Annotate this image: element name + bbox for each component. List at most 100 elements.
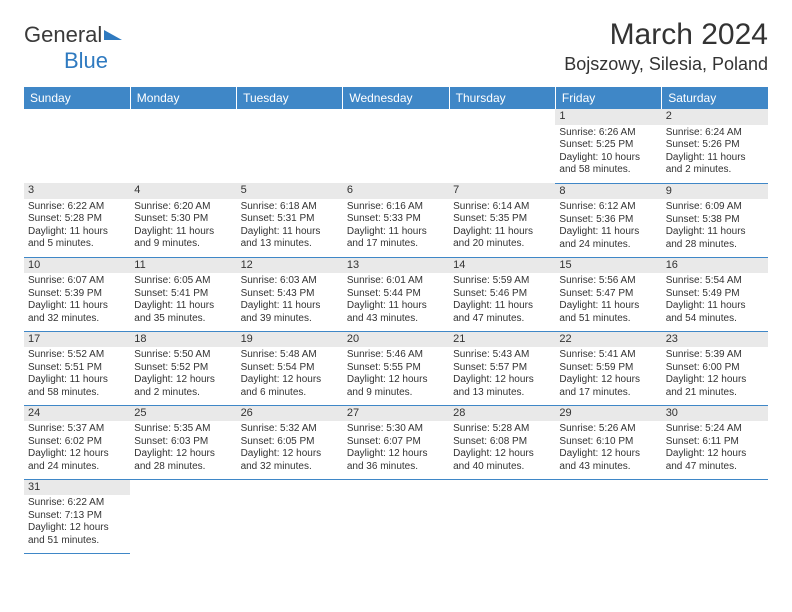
daylight-text: and 24 minutes. [28,461,126,474]
daylight-text: Daylight: 12 hours [666,448,764,461]
daylight-text: and 24 minutes. [559,239,657,252]
weekday-header: Saturday [662,87,768,109]
daylight-text: and 47 minutes. [453,313,551,326]
brand-name-1: General [24,22,102,47]
calendar-day-cell: 25Sunrise: 5:35 AMSunset: 6:03 PMDayligh… [130,405,236,479]
calendar-week-row: 17Sunrise: 5:52 AMSunset: 5:51 PMDayligh… [24,331,768,405]
day-number: 1 [555,109,661,125]
daylight-text: Daylight: 11 hours [453,226,551,239]
day-number: 16 [662,258,768,274]
sunrise-text: Sunrise: 5:59 AM [453,275,551,288]
calendar-day-cell: 30Sunrise: 5:24 AMSunset: 6:11 PMDayligh… [662,405,768,479]
sunset-text: Sunset: 5:41 PM [134,288,232,301]
day-number: 26 [237,406,343,422]
calendar-empty-cell [24,109,130,183]
daylight-text: Daylight: 11 hours [134,226,232,239]
calendar-empty-cell [237,109,343,183]
sunset-text: Sunset: 6:07 PM [347,436,445,449]
calendar-day-cell: 3Sunrise: 6:22 AMSunset: 5:28 PMDaylight… [24,183,130,257]
daylight-text: Daylight: 11 hours [347,226,445,239]
daylight-text: and 17 minutes. [559,387,657,400]
daylight-text: and 9 minutes. [347,387,445,400]
day-number: 2 [662,109,768,125]
sunrise-text: Sunrise: 6:03 AM [241,275,339,288]
month-title: March 2024 [564,18,768,52]
location-title: Bojszowy, Silesia, Poland [564,54,768,75]
sunrise-text: Sunrise: 5:28 AM [453,423,551,436]
daylight-text: Daylight: 12 hours [666,374,764,387]
calendar-day-cell: 21Sunrise: 5:43 AMSunset: 5:57 PMDayligh… [449,331,555,405]
sunset-text: Sunset: 5:35 PM [453,213,551,226]
daylight-text: and 40 minutes. [453,461,551,474]
brand-logo: General Blue [24,22,122,74]
daylight-text: and 5 minutes. [28,238,126,251]
sunrise-text: Sunrise: 6:20 AM [134,201,232,214]
sunset-text: Sunset: 5:39 PM [28,288,126,301]
daylight-text: Daylight: 11 hours [666,152,764,165]
calendar-day-cell: 14Sunrise: 5:59 AMSunset: 5:46 PMDayligh… [449,257,555,331]
day-number: 21 [449,332,555,348]
sunrise-text: Sunrise: 5:39 AM [666,349,764,362]
sunrise-text: Sunrise: 5:37 AM [28,423,126,436]
day-number: 30 [662,406,768,422]
sunset-text: Sunset: 5:44 PM [347,288,445,301]
daylight-text: and 32 minutes. [28,313,126,326]
day-number: 4 [130,183,236,199]
daylight-text: and 43 minutes. [559,461,657,474]
day-number: 11 [130,258,236,274]
sunset-text: Sunset: 5:43 PM [241,288,339,301]
sunrise-text: Sunrise: 6:12 AM [559,201,657,214]
daylight-text: Daylight: 11 hours [453,300,551,313]
day-number: 24 [24,406,130,422]
sunrise-text: Sunrise: 5:32 AM [241,423,339,436]
calendar-week-row: 10Sunrise: 6:07 AMSunset: 5:39 PMDayligh… [24,257,768,331]
daylight-text: Daylight: 12 hours [241,374,339,387]
sunrise-text: Sunrise: 6:24 AM [666,127,764,140]
daylight-text: and 39 minutes. [241,313,339,326]
calendar-day-cell: 29Sunrise: 5:26 AMSunset: 6:10 PMDayligh… [555,405,661,479]
sunset-text: Sunset: 6:02 PM [28,436,126,449]
sunrise-text: Sunrise: 5:43 AM [453,349,551,362]
daylight-text: Daylight: 12 hours [28,522,126,535]
daylight-text: and 28 minutes. [666,239,764,252]
sunrise-text: Sunrise: 5:30 AM [347,423,445,436]
calendar-day-cell: 6Sunrise: 6:16 AMSunset: 5:33 PMDaylight… [343,183,449,257]
daylight-text: Daylight: 12 hours [559,448,657,461]
sunset-text: Sunset: 6:10 PM [559,436,657,449]
sunset-text: Sunset: 5:28 PM [28,213,126,226]
day-number: 27 [343,406,449,422]
sunrise-text: Sunrise: 5:24 AM [666,423,764,436]
calendar-day-cell: 11Sunrise: 6:05 AMSunset: 5:41 PMDayligh… [130,257,236,331]
calendar-week-row: 1Sunrise: 6:26 AMSunset: 5:25 PMDaylight… [24,109,768,183]
calendar-day-cell: 1Sunrise: 6:26 AMSunset: 5:25 PMDaylight… [555,109,661,183]
daylight-text: Daylight: 11 hours [347,300,445,313]
sunset-text: Sunset: 5:52 PM [134,362,232,375]
sunrise-text: Sunrise: 5:48 AM [241,349,339,362]
calendar-day-cell: 27Sunrise: 5:30 AMSunset: 6:07 PMDayligh… [343,405,449,479]
daylight-text: Daylight: 11 hours [559,300,657,313]
day-number: 19 [237,332,343,348]
daylight-text: Daylight: 11 hours [241,300,339,313]
calendar-empty-cell [555,479,661,553]
day-number: 14 [449,258,555,274]
day-number: 25 [130,406,236,422]
day-number: 18 [130,332,236,348]
calendar-empty-cell [662,479,768,553]
daylight-text: Daylight: 12 hours [28,448,126,461]
calendar-day-cell: 13Sunrise: 6:01 AMSunset: 5:44 PMDayligh… [343,257,449,331]
calendar-week-row: 31Sunrise: 6:22 AMSunset: 7:13 PMDayligh… [24,479,768,553]
brand-name: General Blue [24,22,122,74]
daylight-text: and 58 minutes. [28,387,126,400]
daylight-text: Daylight: 12 hours [241,448,339,461]
weekday-header: Sunday [24,87,130,109]
calendar-day-cell: 15Sunrise: 5:56 AMSunset: 5:47 PMDayligh… [555,257,661,331]
calendar-day-cell: 19Sunrise: 5:48 AMSunset: 5:54 PMDayligh… [237,331,343,405]
day-number: 9 [662,184,768,200]
calendar-day-cell: 23Sunrise: 5:39 AMSunset: 6:00 PMDayligh… [662,331,768,405]
daylight-text: Daylight: 12 hours [559,374,657,387]
calendar-day-cell: 31Sunrise: 6:22 AMSunset: 7:13 PMDayligh… [24,479,130,553]
sunset-text: Sunset: 5:57 PM [453,362,551,375]
sunset-text: Sunset: 5:25 PM [559,139,657,152]
sunset-text: Sunset: 5:59 PM [559,362,657,375]
calendar-day-cell: 9Sunrise: 6:09 AMSunset: 5:38 PMDaylight… [662,183,768,257]
